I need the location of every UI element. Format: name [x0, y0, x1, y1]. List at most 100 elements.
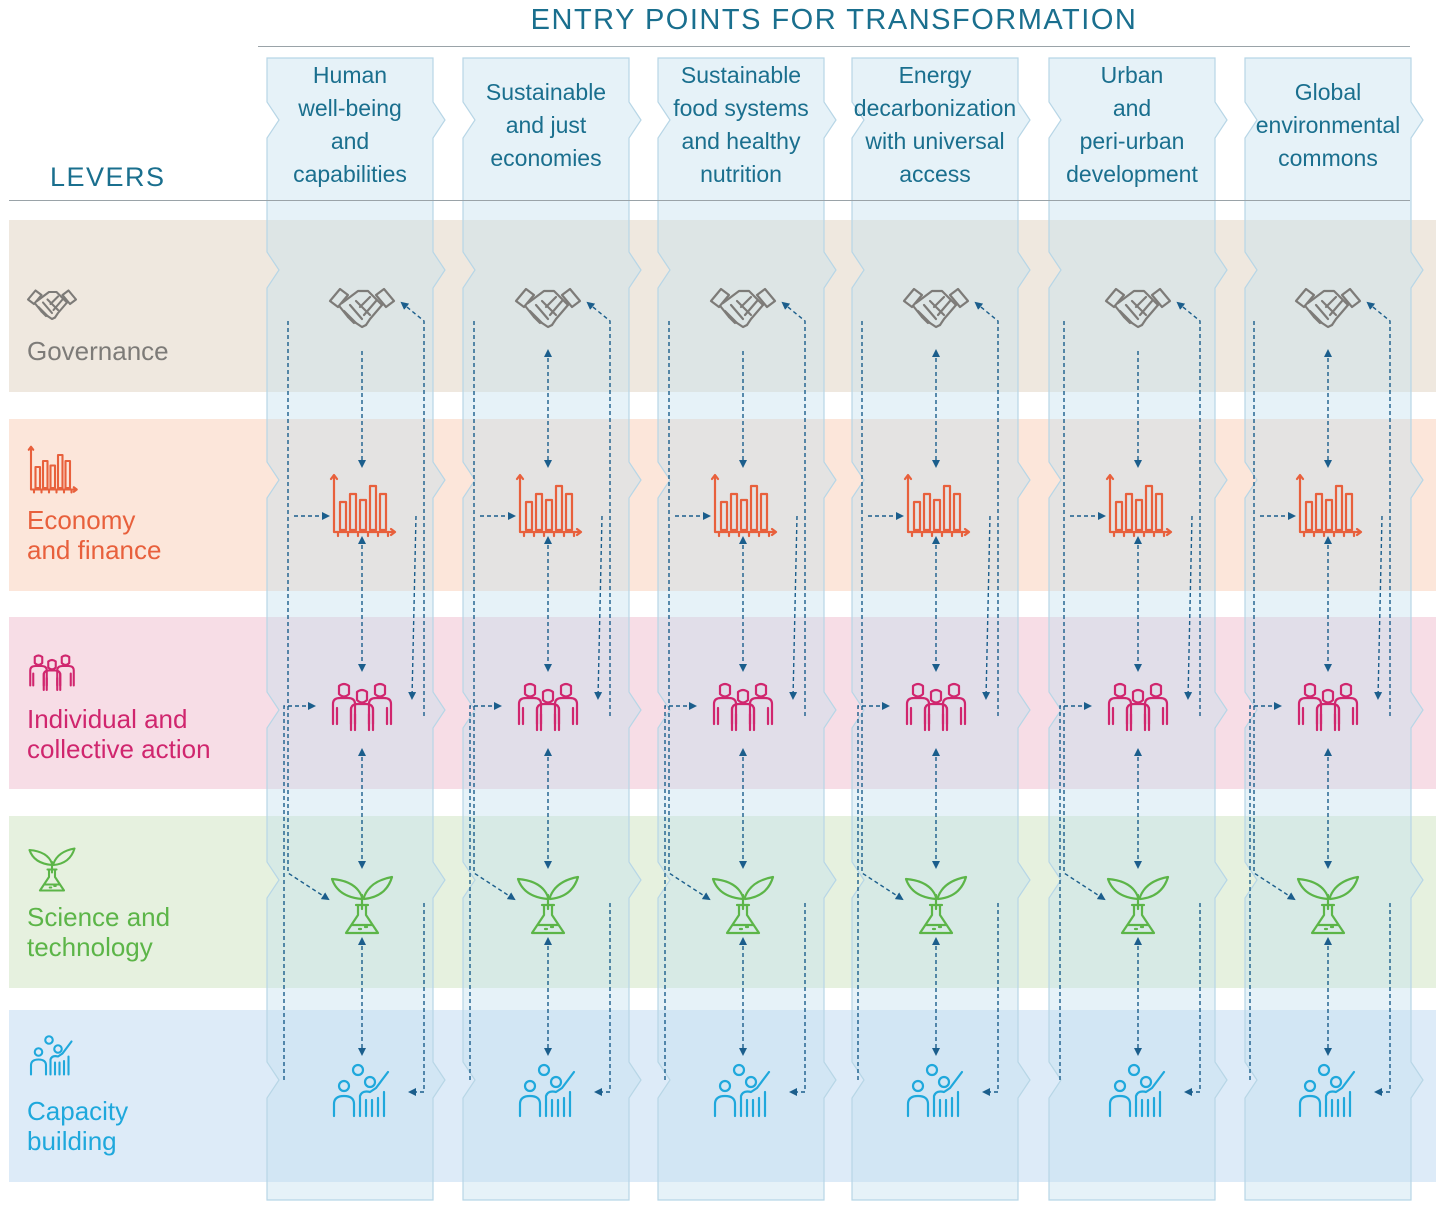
connector-arrow-48 — [1176, 301, 1201, 716]
connector-arrow-15 — [469, 702, 502, 1080]
bar-chart-icon — [1292, 470, 1364, 542]
lever-label-line: collective action — [27, 734, 211, 764]
entry-point-title-4: Energy decarbonization with universal acces… — [852, 58, 1018, 192]
handshake-icon — [900, 275, 972, 347]
plant-flask-icon — [326, 867, 398, 939]
plant-flask-icon — [1102, 867, 1174, 939]
people-group-icon — [1102, 670, 1174, 742]
connector-arrow-39 — [982, 903, 999, 1096]
plant-flask-icon — [707, 867, 779, 939]
header-rule-top — [258, 46, 1410, 47]
connector-arrow-45 — [1059, 702, 1092, 1080]
bar-chart-icon — [900, 470, 972, 542]
lever-label-4: Science and technology — [27, 902, 170, 962]
entry-point-title-line: and just — [505, 111, 587, 138]
lever-label-2: Economy and finance — [27, 505, 161, 565]
bar-chart-icon — [512, 470, 584, 542]
lever-label-line: Governance — [27, 336, 169, 366]
teacher-icon — [1292, 1054, 1364, 1126]
entry-point-title-3: Sustainable food systems and healthy nutrit… — [658, 58, 824, 192]
handshake-icon — [707, 275, 779, 347]
lever-band-1 — [9, 220, 1436, 392]
plant-flask-icon — [1292, 867, 1364, 939]
connector-arrow-46 — [1063, 321, 1106, 901]
entry-point-title-5: Urban and peri-urban development — [1049, 58, 1215, 192]
teacher-icon — [707, 1054, 779, 1126]
connector-arrow-16 — [473, 321, 516, 901]
bar-chart-icon — [326, 470, 398, 542]
entry-point-title-line: Sustainable — [485, 78, 607, 105]
plant-flask-icon — [25, 841, 79, 895]
bar-chart-icon — [707, 470, 779, 542]
handshake-icon — [1102, 275, 1174, 347]
connector-arrow-56 — [1253, 321, 1296, 901]
entry-point-title-line: environmental — [1255, 111, 1401, 138]
people-group-icon — [900, 670, 972, 742]
lever-label-1: Governance — [27, 336, 169, 366]
connector-arrow-18 — [586, 301, 611, 716]
handshake-icon — [25, 280, 79, 334]
entry-point-title-line: Sustainable — [680, 62, 802, 88]
handshake-icon — [326, 275, 398, 347]
lever-label-line: Capacity — [27, 1096, 129, 1126]
entry-points-title: ENTRY POINTS FOR TRANSFORMATION — [530, 4, 1138, 36]
connector-arrow-8 — [400, 301, 425, 716]
entry-point-title-line: development — [1066, 161, 1198, 187]
connector-arrow-9 — [408, 903, 425, 1096]
people-group-icon — [1292, 670, 1364, 742]
people-group-icon — [326, 670, 398, 742]
handshake-icon — [512, 275, 584, 347]
connector-arrow-35 — [857, 702, 890, 1080]
connector-arrow-25 — [664, 702, 697, 1080]
entry-point-title-line: economies — [490, 144, 602, 171]
plant-flask-icon — [512, 867, 584, 939]
plant-flask-icon — [900, 867, 972, 939]
lever-label-line: and finance — [27, 535, 162, 565]
entry-point-column-2 — [462, 57, 642, 1201]
lever-band-3 — [9, 617, 1436, 789]
connector-arrow-36 — [861, 321, 904, 901]
connector-arrow-38 — [974, 301, 999, 716]
lever-label-line: building — [27, 1126, 117, 1156]
teacher-icon — [326, 1054, 398, 1126]
entry-point-column-3 — [657, 57, 837, 1201]
entry-point-title-line: and — [330, 128, 370, 154]
teacher-icon — [900, 1054, 972, 1126]
connector-arrow-19 — [594, 903, 611, 1096]
header-rule-bottom — [9, 200, 1410, 201]
entry-point-title-6: Global environmental commons — [1245, 58, 1411, 192]
bar-chart-icon — [1102, 470, 1174, 542]
entry-point-title-line: nutrition — [700, 161, 782, 187]
levers-title: LEVERS — [50, 162, 166, 192]
entry-point-title-line: and healthy — [681, 128, 801, 154]
entry-point-title-line: well-being — [298, 95, 402, 121]
lever-label-line: Science and — [27, 902, 171, 932]
lever-label-3: Individual and collective action — [27, 704, 211, 764]
teacher-icon — [512, 1054, 584, 1126]
entry-point-title-2: Sustainable and just economies — [463, 58, 629, 192]
connector-arrow-10 — [408, 515, 417, 700]
connector-arrow-6 — [287, 321, 330, 901]
connector-arrow-5 — [283, 702, 316, 1080]
connector-arrow-20 — [594, 515, 603, 700]
lever-label-line: Economy — [27, 505, 136, 535]
entry-point-title-line: Energy — [898, 62, 972, 88]
entry-point-title-line: Global — [1294, 78, 1362, 105]
connector-arrow-30 — [789, 515, 798, 700]
connector-arrow-59 — [1374, 903, 1391, 1096]
teacher-icon — [25, 1028, 79, 1082]
connector-arrow-50 — [1184, 515, 1193, 700]
entry-point-title-line: peri-urban — [1079, 128, 1185, 154]
connector-arrow-55 — [1249, 702, 1282, 1080]
entry-point-column-6 — [1244, 57, 1424, 1201]
lever-band-4 — [9, 816, 1436, 988]
entry-point-title-line: decarbonization — [853, 95, 1017, 121]
connector-arrow-29 — [789, 903, 806, 1096]
lever-label-line: technology — [27, 932, 153, 962]
people-group-icon — [707, 670, 779, 742]
entry-point-title-line: access — [899, 161, 971, 187]
people-group-icon — [512, 670, 584, 742]
handshake-icon — [1292, 275, 1364, 347]
